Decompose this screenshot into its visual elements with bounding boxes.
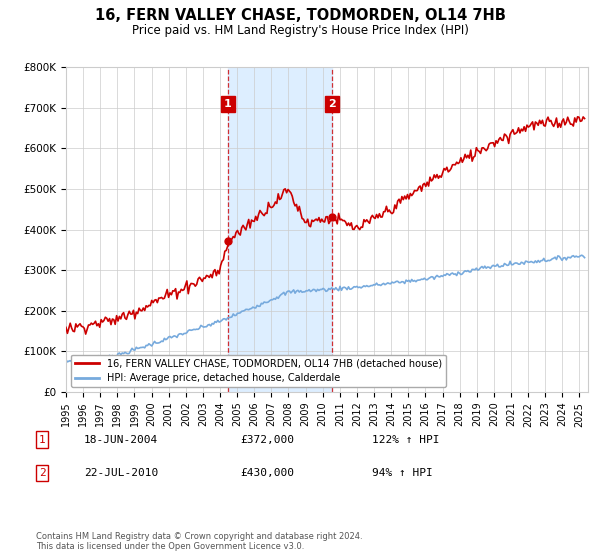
- Text: 1: 1: [224, 99, 232, 109]
- Text: 2: 2: [328, 99, 336, 109]
- Text: £372,000: £372,000: [240, 435, 294, 445]
- Text: 18-JUN-2004: 18-JUN-2004: [84, 435, 158, 445]
- Text: £430,000: £430,000: [240, 468, 294, 478]
- Text: Contains HM Land Registry data © Crown copyright and database right 2024.
This d: Contains HM Land Registry data © Crown c…: [36, 532, 362, 552]
- Text: 1: 1: [38, 435, 46, 445]
- Text: 2: 2: [38, 468, 46, 478]
- Legend: 16, FERN VALLEY CHASE, TODMORDEN, OL14 7HB (detached house), HPI: Average price,: 16, FERN VALLEY CHASE, TODMORDEN, OL14 7…: [71, 354, 446, 387]
- Text: 94% ↑ HPI: 94% ↑ HPI: [372, 468, 433, 478]
- Text: 122% ↑ HPI: 122% ↑ HPI: [372, 435, 439, 445]
- Bar: [228, 67, 332, 392]
- Text: 16, FERN VALLEY CHASE, TODMORDEN, OL14 7HB: 16, FERN VALLEY CHASE, TODMORDEN, OL14 7…: [95, 8, 505, 24]
- Text: 22-JUL-2010: 22-JUL-2010: [84, 468, 158, 478]
- Text: Price paid vs. HM Land Registry's House Price Index (HPI): Price paid vs. HM Land Registry's House …: [131, 24, 469, 36]
